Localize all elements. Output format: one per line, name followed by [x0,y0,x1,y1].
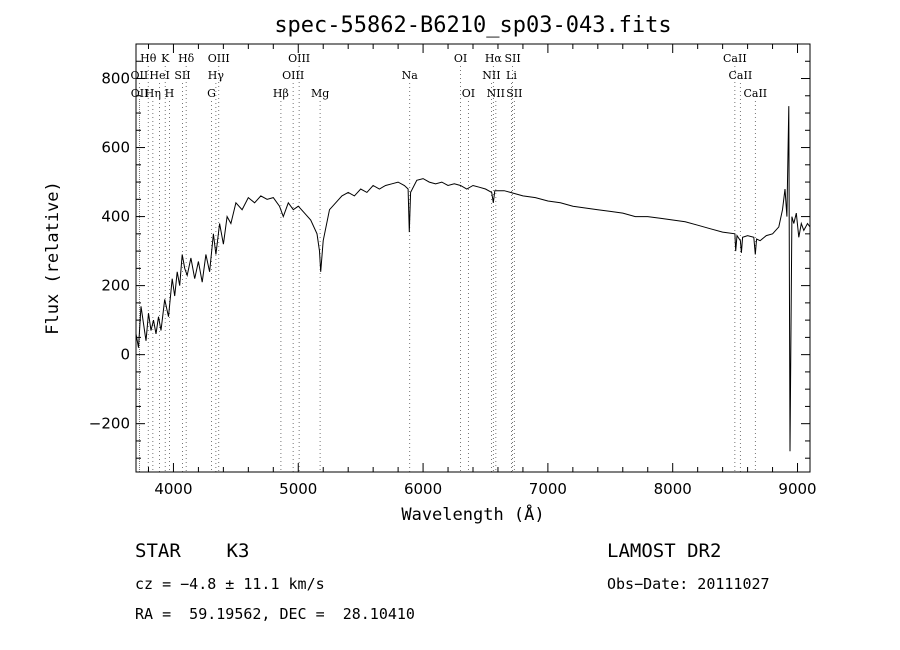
y-tick-label: 400 [101,208,130,226]
line-label: K [161,52,170,65]
line-label: Hα [485,52,503,65]
plot-frame [135,43,811,473]
chart-title: spec-55862-B6210_sp03-043.fits [274,13,671,38]
line-label: OIII [208,52,230,65]
line-label: OI [454,52,467,65]
line-label: OI [462,87,475,100]
line-label: Hη [145,87,161,100]
line-label: HeI [149,69,169,82]
line-label: SII [174,69,190,82]
line-label: CaII [723,52,747,65]
y-tick-label: 0 [120,346,130,364]
object-class: STAR K3 [135,540,250,562]
x-tick-label: 6000 [404,480,442,498]
line-label: Li [506,69,517,82]
ra-dec: RA = 59.19562, DEC = 28.10410 [135,605,415,623]
line-label: CaII [729,69,753,82]
line-label: Hδ [178,52,195,65]
line-label: H [165,87,175,100]
y-axis-label: Flux (relative) [43,181,63,335]
line-label: Hβ [273,87,289,100]
line-label: Na [402,69,419,82]
redshift-cz: cz = −4.8 ± 11.1 km/s [135,575,325,593]
x-tick-label: 9000 [778,480,816,498]
observation-date: Obs−Date: 20111027 [607,575,770,593]
line-label: NII [487,87,505,100]
line-label: Hγ [208,69,225,82]
line-label: OII [131,69,149,82]
line-label: SII [504,52,520,65]
y-tick-label: −200 [89,415,130,433]
x-tick-label: 4000 [154,480,192,498]
line-label: CaII [743,87,767,100]
x-tick-label: 7000 [529,480,567,498]
x-tick-label: 8000 [654,480,692,498]
line-label: Hθ [140,52,157,65]
line-label: G [207,87,216,100]
x-tick-label: 5000 [279,480,317,498]
line-label: OII [131,87,149,100]
survey-label: LAMOST DR2 [607,540,722,562]
line-label: SII [506,87,522,100]
y-tick-label: 200 [101,277,130,295]
spectrum-chart: spec-55862-B6210_sp03-043.fits Hθ K Hδ OIII O… [43,13,817,525]
line-label: OIII [282,69,304,82]
line-label: OIII [288,52,310,65]
y-tick-label: 800 [101,70,130,88]
line-label: Mg [311,87,329,100]
line-label: NII [482,69,500,82]
spectrum-line [135,106,811,452]
y-tick-label: 600 [101,139,130,157]
x-axis-label: Wavelength (Å) [401,503,544,525]
